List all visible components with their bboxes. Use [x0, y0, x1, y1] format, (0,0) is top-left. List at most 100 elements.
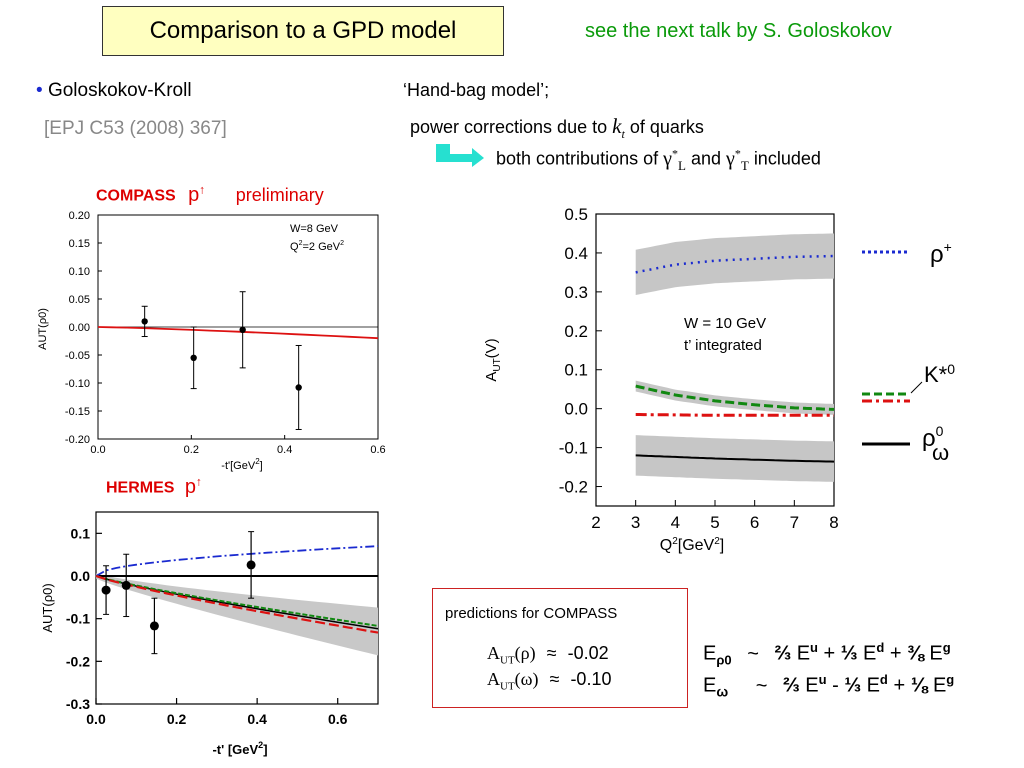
- kstar-sup: 0: [947, 361, 955, 377]
- ylabel-sub: UT: [492, 358, 503, 371]
- compass-header: COMPASS p↑ preliminary: [96, 182, 324, 207]
- compass-data-point: [239, 326, 246, 333]
- target-p: p: [188, 183, 200, 206]
- kstar: K*: [924, 362, 948, 387]
- hermes-xtick-label: 0.2: [167, 711, 187, 727]
- star-sup: *: [734, 146, 741, 160]
- xlabel-c: ]: [260, 460, 263, 472]
- plus-sup: +: [944, 239, 952, 255]
- coef: ⅛: [910, 674, 928, 697]
- contributions-text: both contributions of: [496, 148, 659, 169]
- gpd-ytick-label: 0.3: [564, 283, 588, 302]
- coef: ⅓: [844, 674, 862, 697]
- formula-rho: Eρ0 ~ ⅔ Eu + ⅓ Ed + ⅜ Eg: [703, 640, 951, 668]
- gpd-xlabel: Q2[GeV2]: [660, 536, 725, 554]
- hermes-xtick-label: 0.4: [247, 711, 267, 727]
- rho-arg: (ρ): [514, 643, 536, 663]
- legend-rho-plus: ρ+: [930, 239, 952, 268]
- hermes-xtick-label: 0.6: [328, 711, 348, 727]
- hermes-ytick-label: -0.3: [66, 696, 90, 712]
- coef: ⅓: [840, 642, 858, 665]
- coef: ⅔: [782, 674, 800, 697]
- g-sup: g: [946, 672, 955, 687]
- gpd-band-rho-plus: [635, 233, 834, 295]
- q-letter: Q: [290, 241, 299, 253]
- plus: +: [889, 642, 902, 665]
- gpd-line-kstar: [635, 384, 835, 411]
- g-sup: g: [942, 640, 951, 655]
- tilde: ~: [755, 674, 768, 697]
- compass-ytick-label: 0.20: [69, 210, 90, 222]
- gpd-ytick-label: 0.2: [564, 322, 588, 341]
- formula-omega: Eω ~ ⅔ Eu - ⅓ Ed + ⅛ Eg: [703, 672, 954, 700]
- xlabel-a: -t' [GeV: [212, 742, 258, 757]
- compass-label: COMPASS: [96, 187, 176, 205]
- star-sup: *: [671, 146, 678, 160]
- gpd-line-omega: [635, 454, 835, 463]
- gamma-L: γ*L: [663, 146, 686, 173]
- arrow-icon: [436, 144, 484, 167]
- coef: ⅔: [774, 642, 792, 665]
- legend-rho0: ρ0: [922, 423, 944, 452]
- prediction-rho-value: -0.02: [567, 643, 609, 663]
- A: A: [487, 669, 500, 689]
- gpd-xtick-label: 8: [829, 513, 838, 532]
- hermes-model-green: [95, 575, 379, 627]
- omega-sub: ω: [716, 683, 729, 700]
- hermes-ytick-label: 0.0: [71, 568, 91, 584]
- T-sub: T: [740, 157, 749, 173]
- E-letter: E: [929, 642, 943, 665]
- compass-ytick-label: 0.15: [69, 238, 90, 250]
- compass-target: p↑: [188, 182, 206, 206]
- compass-ylabel: AUT(ρ0): [37, 308, 49, 350]
- compass-data-point: [295, 384, 302, 391]
- hermes-label: HERMES: [106, 479, 175, 497]
- ylabel-A: A: [483, 372, 500, 382]
- hermes-xtick-label: 0.0: [86, 711, 106, 727]
- compass-ytick-label: 0.05: [69, 294, 90, 306]
- approx-sign: ≈: [546, 643, 557, 663]
- compass-ytick-label: -0.05: [65, 350, 90, 362]
- compass-xtick-label: 0.6: [370, 444, 385, 456]
- hermes-data-point: [149, 621, 159, 631]
- plus: +: [823, 642, 836, 665]
- gpd-xtick-label: 2: [591, 513, 600, 532]
- xlabel-gev: [GeV: [678, 537, 715, 554]
- hermes-ytick-label: -0.2: [66, 653, 90, 669]
- gamma-T: γ*T: [726, 146, 749, 173]
- tilde: ~: [747, 642, 759, 665]
- ylabel-V: (V): [483, 338, 500, 358]
- gpd-ylabel: AUT(V): [483, 338, 503, 381]
- hermes-data-point: [246, 560, 256, 570]
- up-arrow-icon: ↑: [199, 182, 206, 196]
- compass-box-q2: Q2=2 GeV2: [290, 240, 344, 253]
- u-sup: u: [818, 672, 827, 687]
- E-letter: E: [703, 674, 717, 697]
- author-name: Goloskokov-Kroll: [47, 80, 192, 101]
- contributions-line: both contributions of γ*L and γ*T includ…: [496, 146, 821, 174]
- gpd-ytick-label: -0.2: [559, 478, 588, 497]
- hermes-model-red: [95, 574, 379, 634]
- L-sub: L: [677, 157, 686, 173]
- hermes-data-point: [101, 585, 111, 595]
- gpd-xtick-label: 7: [790, 513, 799, 532]
- hermes-target: p↑: [185, 474, 202, 498]
- E-letter: E: [863, 642, 877, 665]
- xlabel-Q: Q: [660, 537, 672, 554]
- compass-data-point: [190, 354, 197, 361]
- xlabel-sup: 2: [258, 740, 263, 750]
- compass-xlabel: -t'[GeV2]: [221, 457, 262, 472]
- d-sup: d: [879, 672, 888, 687]
- hermes-model-blue: [95, 545, 379, 577]
- kt-symbol: kt: [612, 114, 625, 141]
- and-text: and: [690, 148, 721, 169]
- gpd-chart: 0.50.40.30.20.10.0-0.1-0.22 3 4 5 6 7 8 W = 10…: [483, 205, 955, 554]
- prediction-omega: AUT(ω) ≈ -0.10: [487, 669, 611, 693]
- gpd-annot-w: W = 10 GeV: [684, 315, 766, 332]
- hermes-chart: 0.10.0-0.1-0.2-0.30.0 0.2 0.4 0.6 AUT(ρ0) -…: [40, 511, 379, 757]
- k-letter: k: [612, 114, 622, 138]
- compass-model-curve: [97, 326, 379, 340]
- omega-arg: (ω): [514, 669, 539, 689]
- rho: ρ: [930, 241, 944, 268]
- hermes-ylabel: AUT(ρ0): [40, 583, 55, 632]
